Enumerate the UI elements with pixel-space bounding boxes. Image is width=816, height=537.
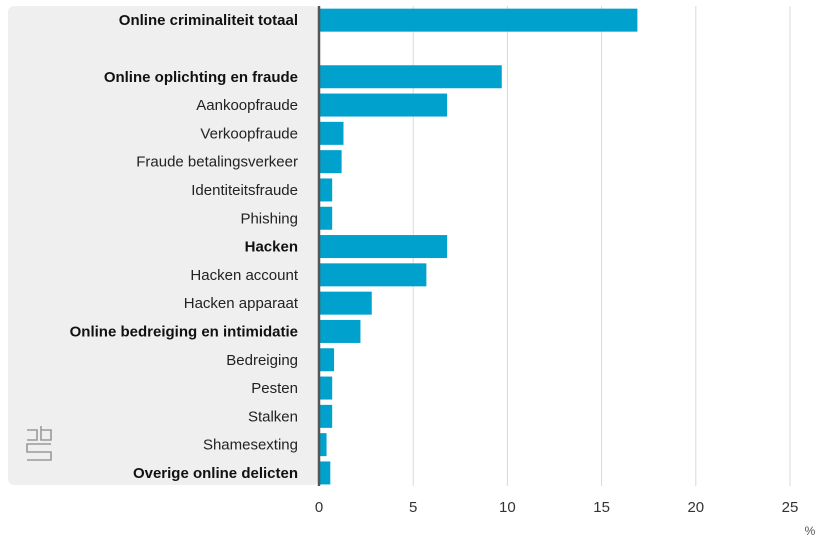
category-label-online-oplichting-en-fraude: Online oplichting en fraude (104, 69, 298, 86)
category-label-stalken: Stalken (248, 408, 298, 425)
category-label-pesten: Pesten (251, 380, 298, 397)
x-tick-label-20: 20 (687, 499, 704, 516)
x-tick-label-10: 10 (499, 499, 516, 516)
bar-shamesexting (319, 433, 327, 457)
x-tick-label-0: 0 (315, 499, 323, 516)
category-label-overige-online-delicten: Overige online delicten (133, 465, 298, 482)
category-label-hacken-account: Hacken account (190, 267, 298, 284)
bar-pesten (319, 376, 333, 400)
bar-online-oplichting-en-fraude (319, 65, 502, 89)
cbs-logo-icon (26, 426, 52, 461)
bar-overige-online-delicten (319, 461, 331, 485)
bar-aankoopfraude (319, 93, 448, 117)
bar-hacken (319, 235, 448, 259)
category-label-bedreiging: Bedreiging (226, 352, 298, 369)
bar-hacken-account (319, 263, 427, 287)
category-label-phishing: Phishing (240, 210, 298, 227)
category-label-fraude-betalingsverkeer: Fraude betalingsverkeer (136, 154, 298, 171)
x-axis-unit: % (805, 524, 816, 537)
bar-identiteitsfraude (319, 178, 333, 202)
x-tick-label-5: 5 (409, 499, 417, 516)
label-panel (8, 6, 319, 485)
category-label-shamesexting: Shamesexting (203, 437, 298, 454)
category-label-hacken-apparaat: Hacken apparaat (184, 295, 299, 312)
bar-online-criminaliteit-totaal (319, 8, 638, 32)
category-label-online-criminaliteit-totaal: Online criminaliteit totaal (119, 12, 298, 29)
x-tick-label-25: 25 (782, 499, 799, 516)
x-tick-label-15: 15 (593, 499, 610, 516)
category-label-aankoopfraude: Aankoopfraude (196, 97, 298, 114)
bar-bedreiging (319, 348, 335, 372)
category-label-identiteitsfraude: Identiteitsfraude (191, 182, 298, 199)
bar-online-bedreiging-en-intimidatie (319, 319, 361, 343)
category-label-online-bedreiging-en-intimidatie: Online bedreiging en intimidatie (70, 323, 298, 340)
category-label-verkoopfraude: Verkoopfraude (200, 125, 298, 142)
bar-hacken-apparaat (319, 291, 372, 315)
bar-phishing (319, 206, 333, 230)
bar-fraude-betalingsverkeer (319, 150, 342, 174)
category-label-hacken: Hacken (245, 239, 298, 256)
bar-stalken (319, 404, 333, 428)
bar-verkoopfraude (319, 121, 344, 145)
